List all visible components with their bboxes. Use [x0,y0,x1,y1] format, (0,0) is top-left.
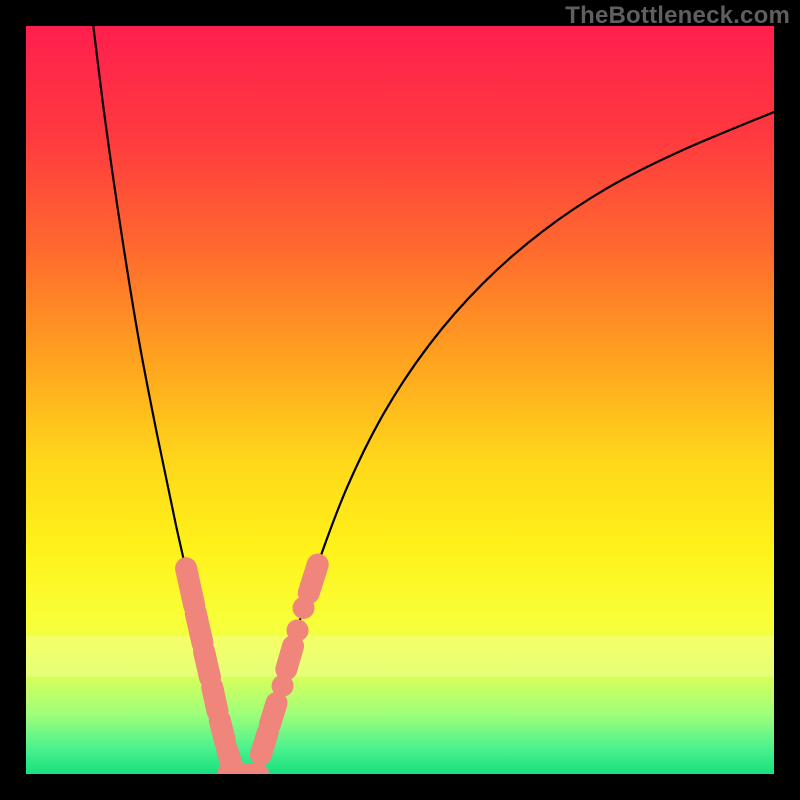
chart-frame: TheBottleneck.com [0,0,800,800]
marker-capsule [204,651,210,677]
plot-svg [26,26,774,774]
marker-capsule [212,687,217,711]
pale-band [26,636,774,677]
watermark-text: TheBottleneck.com [565,2,790,30]
marker-dot [287,619,309,641]
plot-area [26,26,774,774]
marker-capsule [270,703,277,725]
marker-capsule [309,565,318,593]
marker-capsule [186,568,194,605]
marker-capsule [220,720,225,741]
marker-capsule [261,733,268,755]
marker-capsule [286,646,293,669]
marker-capsule [196,613,203,643]
